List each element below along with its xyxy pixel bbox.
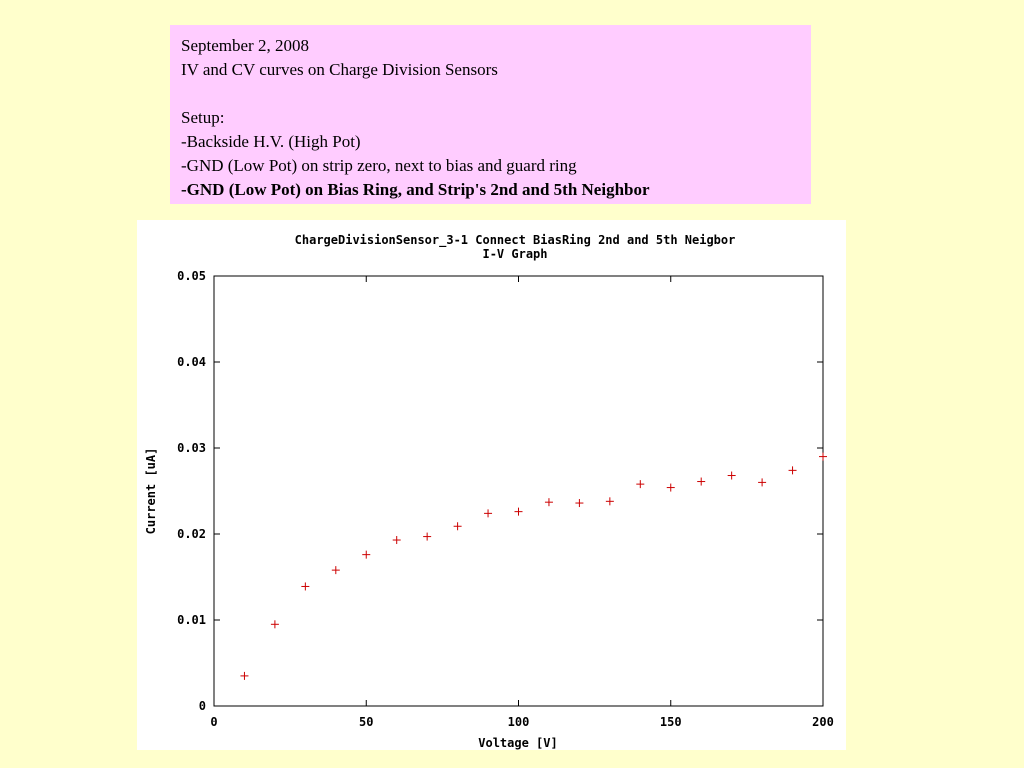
y-tick-label: 0.02 xyxy=(177,527,206,541)
data-point xyxy=(270,620,279,629)
data-point xyxy=(514,507,523,516)
data-point xyxy=(544,498,553,507)
data-points xyxy=(240,452,827,680)
data-point xyxy=(575,499,584,508)
setup-item-bias-ring: -GND (Low Pot) on Bias Ring, and Strip's… xyxy=(181,180,650,199)
chart-subtitle: I-V Graph xyxy=(482,247,547,261)
slide-title: IV and CV curves on Charge Division Sens… xyxy=(181,60,498,79)
chart-title: ChargeDivisionSensor_3-1 Connect BiasRin… xyxy=(295,233,736,248)
data-point xyxy=(666,483,675,492)
y-tick-label: 0.01 xyxy=(177,613,206,627)
y-tick-label: 0 xyxy=(199,699,206,713)
y-tick-label: 0.05 xyxy=(177,269,206,283)
data-point xyxy=(240,671,249,680)
x-tick-label: 0 xyxy=(210,715,217,729)
data-point xyxy=(331,566,340,575)
info-box: September 2, 2008 IV and CV curves on Ch… xyxy=(170,25,811,204)
data-point xyxy=(727,471,736,480)
data-point xyxy=(788,466,797,475)
data-point xyxy=(819,452,827,461)
slide-date: September 2, 2008 xyxy=(181,36,309,55)
chart-panel: ChargeDivisionSensor_3-1 Connect BiasRin… xyxy=(137,220,846,750)
setup-item-strip-zero: -GND (Low Pot) on strip zero, next to bi… xyxy=(181,156,577,175)
plot-frame xyxy=(213,275,824,707)
setup-item-backside: -Backside H.V. (High Pot) xyxy=(181,132,361,151)
data-point xyxy=(453,522,462,531)
x-tick-label: 200 xyxy=(812,715,834,729)
axis-ticks: 0 50 100 150 200 0 0.01 0.02 0.03 0.04 0.05 xyxy=(177,269,834,729)
y-axis-label: Current [uA] xyxy=(144,448,158,535)
x-tick-label: 150 xyxy=(660,715,682,729)
spacer xyxy=(181,82,800,106)
setup-label: Setup: xyxy=(181,108,225,127)
x-tick-label: 50 xyxy=(359,715,373,729)
data-point xyxy=(636,480,645,489)
data-point xyxy=(362,550,371,559)
data-point xyxy=(423,532,432,541)
data-point xyxy=(758,478,767,487)
x-tick-label: 100 xyxy=(508,715,530,729)
data-point xyxy=(301,582,310,591)
y-tick-label: 0.03 xyxy=(177,441,206,455)
iv-chart: ChargeDivisionSensor_3-1 Connect BiasRin… xyxy=(144,233,834,750)
y-tick-label: 0.04 xyxy=(177,355,206,369)
data-point xyxy=(605,497,614,506)
data-point xyxy=(392,536,401,545)
data-point xyxy=(484,509,493,518)
x-axis-label: Voltage [V] xyxy=(478,736,557,750)
data-point xyxy=(697,477,706,486)
